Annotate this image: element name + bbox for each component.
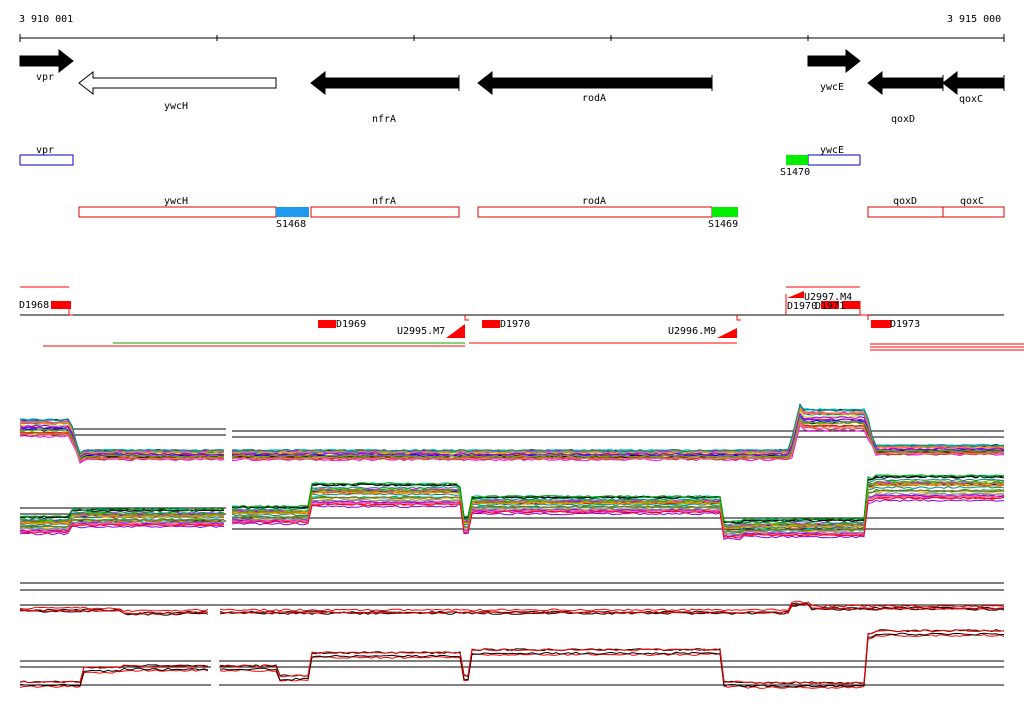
expr1-top-trace-22 xyxy=(19,404,1005,456)
expr2-bot-trace-3 xyxy=(19,629,1005,685)
gene-label-qoxC: qoxC xyxy=(959,94,984,105)
gene-label-qoxD: qoxD xyxy=(891,114,916,125)
reg-label-u2996: U2996.M9 xyxy=(668,326,717,337)
segment-label-qoxD: qoxD xyxy=(893,196,918,207)
expr1-top-trace-27 xyxy=(19,417,1005,460)
gene-track xyxy=(19,48,1005,96)
reg-d-block-2 xyxy=(482,320,500,328)
expr1-bot-trace-20 xyxy=(19,483,1005,530)
expr1-top-trace-19 xyxy=(19,409,1005,457)
expr1-bot-trace-22 xyxy=(19,478,1005,526)
red-segment-qoxC xyxy=(942,206,1005,218)
red-segment-rodA xyxy=(477,206,713,218)
segment-track xyxy=(19,154,1005,218)
gene-label-vpr: vpr xyxy=(36,72,55,83)
site-S1469 xyxy=(712,207,738,217)
gene-label-ywcH: ywcH xyxy=(164,101,189,112)
gene-arrow-rodA xyxy=(477,70,713,96)
reg-bracket-2 xyxy=(464,315,469,321)
gene-label-nfrA: nfrA xyxy=(372,114,397,125)
gene-arrow-vpr xyxy=(19,48,74,74)
red-segment-qoxD xyxy=(867,206,944,218)
blue-segment-ywcE xyxy=(807,154,861,166)
site-S1468 xyxy=(276,207,309,217)
ruler-start-label: 3 910 001 xyxy=(19,14,74,25)
reg-label-d1969: D1969 xyxy=(336,319,367,330)
expr1-bot-trace-28 xyxy=(19,496,1005,539)
expr1-bot-trace-27 xyxy=(19,481,1005,529)
gene-arrow-ywcH xyxy=(78,70,277,96)
reg-d-block-0 xyxy=(51,301,71,309)
reg-u-triangle-0 xyxy=(446,324,465,338)
ruler-end-label: 3 915 000 xyxy=(947,14,1002,25)
segment-label-rodA: rodA xyxy=(582,196,607,207)
reg-d-block-1 xyxy=(318,320,336,328)
expression-panel-1 xyxy=(19,403,1005,541)
red-segment-ywcH xyxy=(78,206,277,218)
expression-panel-2 xyxy=(19,582,1005,689)
ruler xyxy=(19,34,1005,42)
reg-d-block-4 xyxy=(842,301,860,309)
site-S1470 xyxy=(786,155,808,165)
reg-label-u2997: U2997.M4 xyxy=(804,292,853,303)
reg-label-d1973: D1973 xyxy=(890,319,921,330)
gene-label-rodA: rodA xyxy=(582,93,607,104)
expr1-bot-trace-25 xyxy=(19,492,1005,536)
regulatory-track xyxy=(20,286,1024,351)
expr1-top-trace-26 xyxy=(19,420,1005,462)
reg-label-d1970b: D1970 xyxy=(787,301,818,312)
expr2-bot-trace-0 xyxy=(19,629,1005,685)
site-label-s1469: S1469 xyxy=(708,219,739,230)
segment-label-ywcE: ywcE xyxy=(820,145,845,156)
reg-bracket-3 xyxy=(736,315,741,321)
reg-d-block-3 xyxy=(821,301,839,309)
site-label-s1470: S1470 xyxy=(780,167,811,178)
reg-bracket-5 xyxy=(859,301,869,320)
expr2-top-trace-3 xyxy=(19,603,1005,616)
gene-arrow-ywcE xyxy=(807,48,861,74)
expr1-bot-trace-23 xyxy=(19,489,1005,534)
reg-label-d1970a: D1970 xyxy=(500,319,531,330)
reg-d-block-5 xyxy=(871,320,891,328)
site-label-s1468: S1468 xyxy=(276,219,307,230)
reg-label-d1968: D1968 xyxy=(19,300,50,311)
segment-label-vpr: vpr xyxy=(36,145,55,156)
expr2-bot-trace-2 xyxy=(19,632,1005,688)
reg-u-triangle-2 xyxy=(787,291,804,298)
reg-label-u2995: U2995.M7 xyxy=(397,326,446,337)
reg-bracket-1 xyxy=(68,309,73,316)
expr1-top-trace-5 xyxy=(19,408,1005,457)
gene-arrow-qoxD xyxy=(867,70,944,96)
gene-label-ywcE: ywcE xyxy=(820,82,845,93)
expr1-top-trace-21 xyxy=(19,412,1005,458)
reg-label-d1971: D1971 xyxy=(815,301,846,312)
red-segment-nfrA xyxy=(310,206,460,218)
segment-label-nfrA: nfrA xyxy=(372,196,397,207)
reg-u-triangle-1 xyxy=(717,328,737,338)
gene-arrow-qoxC xyxy=(942,70,1005,96)
expr2-top-trace-1 xyxy=(19,600,1005,613)
blue-segment-vpr xyxy=(19,154,74,166)
expr1-bot-trace-29 xyxy=(19,474,1005,523)
expr1-bot-trace-7 xyxy=(19,499,1005,541)
segment-label-qoxC: qoxC xyxy=(960,196,985,207)
segment-label-ywcH: ywcH xyxy=(164,196,189,207)
gene-arrow-nfrA xyxy=(310,70,460,96)
